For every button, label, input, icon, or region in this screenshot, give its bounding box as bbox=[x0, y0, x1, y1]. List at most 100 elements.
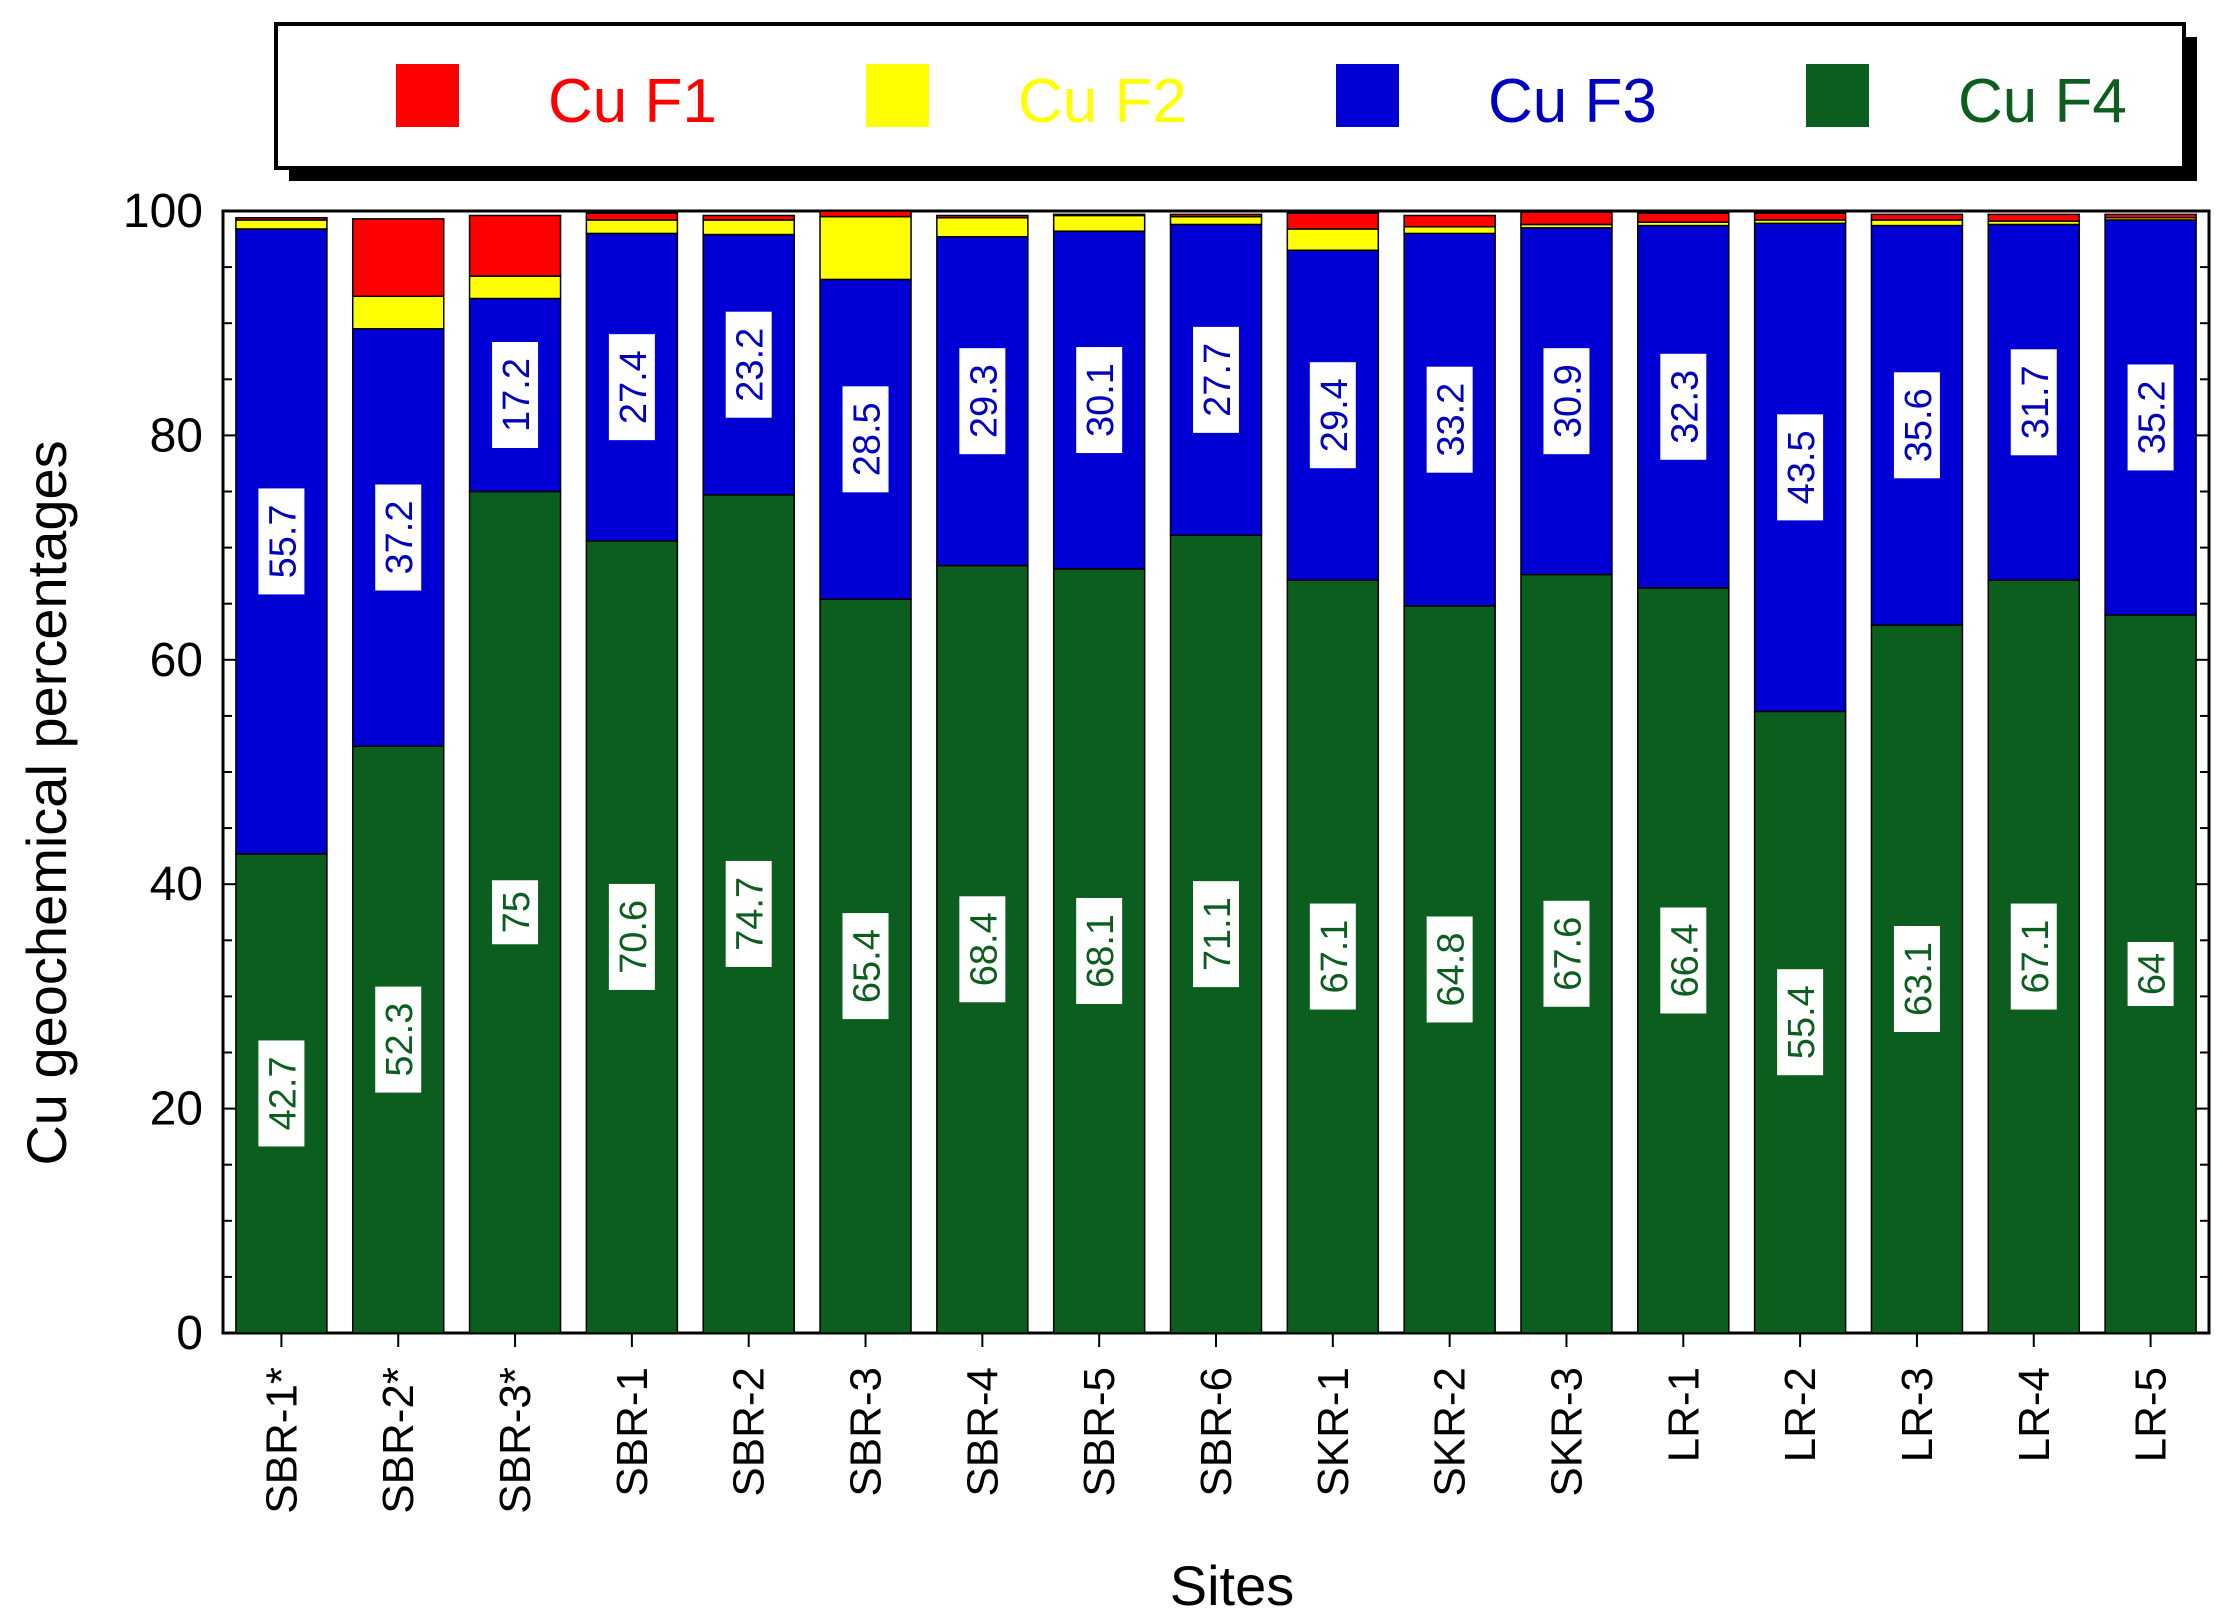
y-tick-label: 0 bbox=[176, 1307, 203, 1360]
data-label-cu-f3: 33.2 bbox=[1426, 366, 1473, 473]
bar-segment-cu-f2 bbox=[351, 295, 445, 330]
x-tick-label: SBR-1* bbox=[257, 1367, 306, 1514]
bar-segment-cu-f2 bbox=[1870, 219, 1964, 227]
data-label-bg bbox=[608, 883, 655, 990]
data-label-bg bbox=[1543, 900, 1590, 1007]
data-label-bg bbox=[1660, 353, 1707, 460]
data-label-text: 23.2 bbox=[730, 328, 772, 402]
bar-segment-cu-f2 bbox=[1169, 215, 1263, 226]
y-tick-label: 60 bbox=[150, 634, 203, 687]
data-label-cu-f3: 23.2 bbox=[725, 311, 772, 418]
x-tick-label: LR-4 bbox=[2010, 1367, 2059, 1462]
bar-segment-cu-f1 bbox=[1987, 213, 2081, 222]
x-tick-label: SBR-2* bbox=[374, 1367, 423, 1514]
y-tick-label: 80 bbox=[150, 409, 203, 462]
data-label-cu-f3: 30.9 bbox=[1543, 348, 1590, 455]
y-axis: 0 20 40 60 80 100 bbox=[123, 185, 203, 1360]
data-label-bg bbox=[608, 334, 655, 441]
legend-label-cu-f2: Cu F2 bbox=[1018, 67, 1187, 136]
data-label-bg bbox=[1076, 897, 1123, 1004]
legend: Cu F1 Cu F2 Cu F3 Cu F4 bbox=[274, 22, 2197, 181]
bar-segment-cu-f2 bbox=[468, 275, 562, 300]
data-label-bg bbox=[375, 484, 422, 591]
data-label-bg bbox=[258, 1040, 305, 1147]
data-label-cu-f3: 37.2 bbox=[375, 484, 422, 591]
bar-segment-cu-f2 bbox=[585, 219, 679, 235]
data-label-text: 64.8 bbox=[1431, 932, 1473, 1006]
data-label-text: 74.7 bbox=[730, 877, 772, 951]
data-label-text: 52.3 bbox=[379, 1003, 421, 1077]
x-tick-label: LR-5 bbox=[2127, 1367, 2176, 1462]
data-label-text: 67.1 bbox=[1314, 920, 1356, 994]
data-label-cu-f3: 35.6 bbox=[1893, 372, 1940, 479]
bar-segment-cu-f2 bbox=[702, 219, 795, 236]
bar-segment-cu-f1 bbox=[2104, 213, 2197, 219]
data-label-text: 55.7 bbox=[262, 504, 304, 578]
data-label-text: 66.4 bbox=[1664, 924, 1706, 998]
data-labels: 42.7 55.7 52.3 37.2 75 17.2 70.6 27.4 74.7 23.2 65… bbox=[258, 311, 2174, 1147]
x-tick-label: SBR-6 bbox=[1192, 1367, 1241, 1497]
data-label-cu-f4: 68.1 bbox=[1076, 897, 1123, 1004]
data-label-bg bbox=[1893, 372, 1940, 479]
bar-segment-cu-f1 bbox=[1052, 213, 1146, 217]
data-label-bg bbox=[1777, 969, 1824, 1076]
bar-segment-cu-f1 bbox=[585, 212, 679, 221]
bar-segment-cu-f1 bbox=[468, 214, 562, 277]
data-label-cu-f3: 30.1 bbox=[1076, 347, 1123, 454]
y-tick-label: 20 bbox=[150, 1083, 203, 1136]
data-label-cu-f4: 65.4 bbox=[842, 913, 889, 1020]
bar-segment-cu-f1 bbox=[702, 214, 795, 221]
legend-swatch-cu-f1 bbox=[396, 64, 459, 127]
data-label-text: 17.2 bbox=[496, 358, 538, 432]
data-label-bg bbox=[725, 311, 772, 418]
data-label-cu-f3: 27.4 bbox=[608, 334, 655, 441]
x-tick-label: SBR-2 bbox=[725, 1367, 774, 1497]
x-tick-label: SKR-2 bbox=[1426, 1367, 1475, 1497]
x-tick-label: SKR-1 bbox=[1309, 1367, 1358, 1497]
data-label-bg bbox=[1543, 348, 1590, 455]
data-label-cu-f3: 55.7 bbox=[258, 488, 305, 595]
legend-label-cu-f1: Cu F1 bbox=[548, 67, 717, 136]
bar-segment-cu-f1 bbox=[1637, 212, 1730, 223]
bar-segment-cu-f1 bbox=[819, 210, 912, 218]
bar-segment-cu-f1 bbox=[351, 218, 445, 298]
data-label-cu-f4: 70.6 bbox=[608, 883, 655, 990]
bar-segment-cu-f2 bbox=[235, 219, 328, 230]
data-label-bg bbox=[1660, 907, 1707, 1014]
data-label-bg bbox=[375, 986, 422, 1093]
y-tick-label: 100 bbox=[123, 185, 203, 238]
data-label-text: 35.2 bbox=[2132, 380, 2174, 454]
data-label-cu-f4: 64 bbox=[2127, 941, 2174, 1006]
bar-segment-cu-f3 bbox=[1520, 227, 1613, 576]
data-label-text: 68.4 bbox=[963, 912, 1005, 986]
data-label-cu-f4: 67.1 bbox=[1309, 903, 1356, 1010]
y-axis-label: Cu geochemical percentages bbox=[15, 440, 78, 1165]
bar-segment-cu-f2 bbox=[819, 215, 912, 281]
data-label-text: 42.7 bbox=[262, 1056, 304, 1130]
bar-segment-cu-f1 bbox=[1403, 214, 1496, 228]
data-label-text: 29.3 bbox=[963, 364, 1005, 438]
x-axis: SBR-1* SBR-2* SBR-3* SBR-1 SBR-2 SBR-3 SBR-4 SB… bbox=[257, 1333, 2176, 1514]
data-label-text: 70.6 bbox=[613, 900, 655, 974]
data-label-text: 28.5 bbox=[847, 402, 889, 476]
bar-segment-cu-f1 bbox=[936, 214, 1029, 219]
data-label-bg bbox=[842, 913, 889, 1020]
data-label-text: 32.3 bbox=[1664, 370, 1706, 444]
data-label-cu-f3: 29.3 bbox=[959, 348, 1006, 455]
legend-swatch-cu-f4 bbox=[1806, 64, 1869, 127]
data-label-text: 35.6 bbox=[1898, 388, 1940, 462]
data-label-bg bbox=[1193, 881, 1239, 988]
data-label-bg bbox=[842, 386, 889, 493]
data-label-text: 37.2 bbox=[379, 501, 421, 575]
data-label-bg bbox=[1309, 903, 1356, 1010]
data-label-text: 30.1 bbox=[1080, 363, 1122, 437]
data-label-bg bbox=[1426, 366, 1473, 473]
data-label-bg bbox=[1193, 326, 1239, 433]
data-label-cu-f3: 27.7 bbox=[1193, 326, 1239, 433]
data-label-cu-f4: 42.7 bbox=[258, 1040, 305, 1147]
data-label-text: 30.9 bbox=[1547, 364, 1589, 438]
data-label-text: 31.7 bbox=[2015, 365, 2057, 439]
data-label-bg bbox=[1076, 347, 1123, 454]
bar-segment-cu-f2 bbox=[936, 216, 1029, 238]
